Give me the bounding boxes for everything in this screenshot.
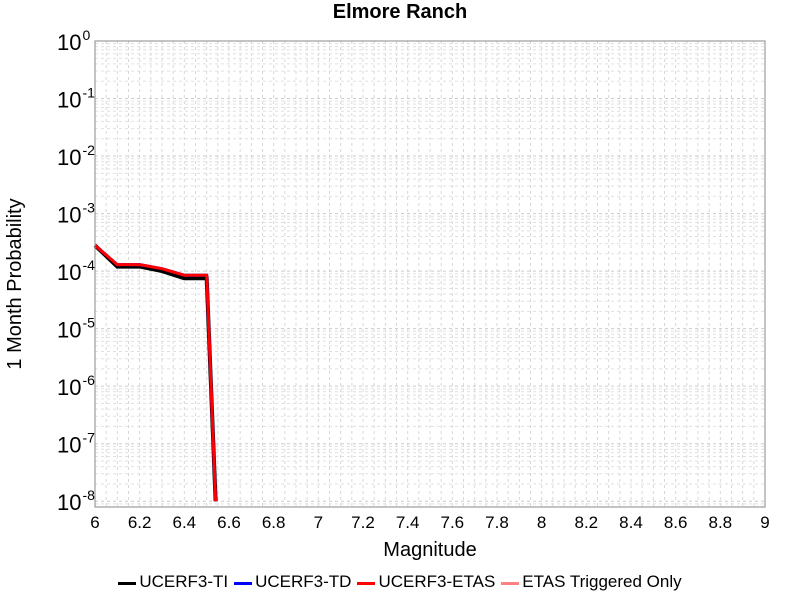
- legend-label: UCERF3-ETAS: [378, 572, 496, 591]
- y-tick-label: 10-2: [57, 142, 95, 170]
- x-tick-label: 6.6: [217, 513, 241, 532]
- x-tick-label: 8: [537, 513, 546, 532]
- plot-area-border: [94, 40, 766, 508]
- legend-swatch: [234, 582, 253, 585]
- x-tick-label: 9: [760, 513, 769, 532]
- legend-label: ETAS Triggered Only: [522, 572, 682, 591]
- y-axis-label: 1 Month Probability: [4, 198, 26, 369]
- series-line-2: [94, 244, 218, 502]
- x-tick-label: 8.4: [619, 513, 643, 532]
- legend-label: UCERF3-TD: [255, 572, 352, 591]
- x-tick-label: 8.6: [664, 513, 688, 532]
- y-tick-label: 10-1: [57, 85, 95, 113]
- y-tick-label: 10-8: [57, 487, 95, 515]
- y-tick-labels: 100 10-1 10-2 10-3 10-4 10-5 10-6 10-7 10-8: [57, 27, 95, 515]
- x-tick-label: 7: [314, 513, 323, 532]
- x-tick-label: 7.4: [396, 513, 420, 532]
- y-tick-label: 100: [57, 27, 90, 55]
- chart-title: Elmore Ranch: [333, 1, 467, 23]
- y-tick-label: 10-6: [57, 372, 95, 400]
- legend-swatch: [501, 582, 520, 585]
- y-tick-label: 10-4: [57, 257, 95, 285]
- y-tick-label: 10-3: [57, 200, 95, 228]
- x-tick-label: 6.8: [262, 513, 286, 532]
- series-lines: [93, 243, 218, 502]
- x-axis-label: Magnitude: [383, 539, 476, 561]
- x-tick-label: 6: [90, 513, 99, 532]
- grid: [94, 41, 766, 508]
- x-tick-label: 7.2: [351, 513, 375, 532]
- legend-item-2: UCERF3-ETAS: [357, 572, 495, 592]
- x-tick-label: 7.6: [441, 513, 465, 532]
- y-tick-label: 10-5: [57, 315, 95, 343]
- legend-label: UCERF3-TI: [139, 572, 229, 591]
- legend-item-3: ETAS Triggered Only: [501, 572, 682, 592]
- legend-swatch: [118, 582, 137, 585]
- x-tick-label: 6.2: [128, 513, 152, 532]
- legend-item-0: UCERF3-TI: [118, 572, 228, 592]
- x-tick-label: 6.4: [173, 513, 197, 532]
- x-tick-labels: 6 6.2 6.4 6.6 6.8 7 7.2 7.4 7.6 7.8 8 8.2 8.4 8.6 8.8 9: [90, 513, 769, 532]
- legend-item-1: UCERF3-TD: [234, 572, 351, 592]
- x-tick-label: 8.2: [575, 513, 599, 532]
- x-tick-label: 8.8: [709, 513, 733, 532]
- legend: UCERF3-TI UCERF3-TD UCERF3-ETAS ETAS Trigge…: [0, 569, 800, 595]
- legend-swatch: [357, 582, 376, 585]
- y-tick-label: 10-7: [57, 430, 95, 458]
- x-tick-label: 7.8: [485, 513, 509, 532]
